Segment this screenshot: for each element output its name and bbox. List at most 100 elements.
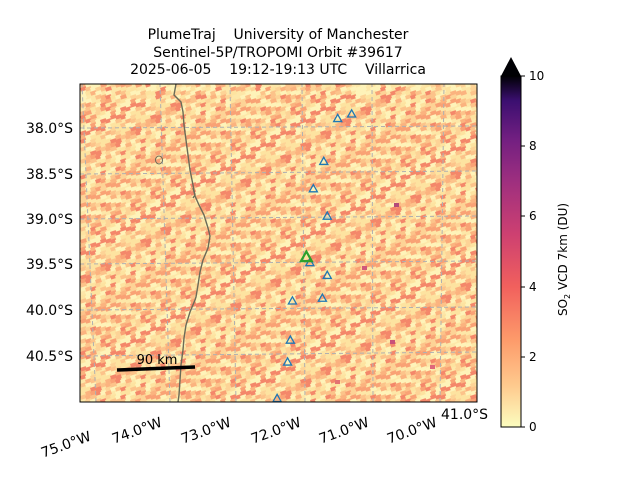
heatmap-cell: [260, 122, 267, 128]
heatmap-cell: [355, 158, 362, 164]
heatmap-cell: [354, 174, 362, 180]
heatmap-cell: [470, 90, 477, 96]
heatmap-cell: [245, 122, 252, 128]
heatmap-cell: [394, 134, 402, 140]
heatmap-cell: [360, 150, 367, 156]
heatmap-cell: [200, 146, 207, 152]
heatmap-cell: [260, 178, 267, 184]
heatmap-cell: [464, 98, 472, 104]
heatmap-cell: [390, 84, 397, 88]
heatmap-cell: [400, 146, 407, 152]
heatmap-cell: [210, 122, 217, 128]
heatmap-cell: [370, 162, 377, 168]
heatmap-cell: [190, 154, 197, 160]
heatmap-cell: [455, 90, 462, 96]
heatmap-cell: [170, 114, 177, 120]
heatmap-cell: [340, 130, 347, 136]
heatmap-cell: [89, 162, 97, 168]
heatmap-cell: [180, 146, 187, 152]
heatmap-cell: [235, 102, 242, 108]
heatmap-cell: [385, 138, 392, 144]
heatmap-cell: [250, 98, 257, 104]
heatmap-cell: [165, 186, 172, 192]
heatmap-cell: [140, 182, 147, 188]
heatmap-cell: [124, 90, 132, 96]
heatmap-cell: [445, 94, 452, 100]
heatmap-cell: [410, 138, 417, 144]
heatmap-cell: [284, 86, 292, 92]
heatmap-cell: [320, 142, 327, 148]
heatmap-cell: [340, 86, 347, 92]
heatmap-cell: [435, 142, 442, 148]
heatmap-cell: [330, 126, 337, 132]
heatmap-cell: [325, 134, 332, 140]
heatmap-cell: [124, 178, 132, 184]
heatmap-cell: [290, 150, 297, 156]
heatmap-cell: [155, 150, 162, 156]
heatmap-cell: [300, 154, 307, 160]
heatmap-cell: [385, 130, 392, 136]
heatmap-cell: [94, 186, 102, 192]
heatmap-cell: [350, 174, 357, 180]
heatmap-cell: [374, 138, 382, 144]
heatmap-cell: [124, 84, 132, 88]
heatmap-cell: [195, 94, 202, 100]
heatmap-cell: [155, 118, 162, 124]
heatmap-cell: [245, 182, 252, 188]
heatmap-cell: [230, 110, 237, 116]
heatmap-cell: [350, 86, 357, 92]
heatmap-cell: [130, 170, 137, 176]
heatmap-cell: [220, 134, 227, 140]
heatmap-cell: [195, 134, 202, 140]
heatmap-cell: [374, 162, 382, 168]
heatmap-cell: [460, 84, 467, 88]
heatmap-cell: [280, 110, 287, 116]
heatmap-cell: [280, 98, 287, 104]
heatmap-cell: [285, 158, 292, 164]
heatmap-cell: [100, 146, 107, 152]
title-line-1: PlumeTraj University of Manchester: [147, 27, 409, 43]
heatmap-cell: [245, 106, 252, 112]
heatmap-cell: [400, 182, 407, 188]
heatmap-cell: [280, 166, 287, 172]
heatmap-cell: [344, 84, 352, 88]
heatmap-cell: [325, 90, 332, 96]
heatmap-cell: [385, 146, 392, 152]
heatmap-cell: [334, 162, 342, 168]
heatmap-cell: [475, 84, 477, 88]
heatmap-cell: [365, 142, 372, 148]
heatmap-cell: [460, 166, 467, 172]
heatmap-cell: [195, 142, 202, 148]
heatmap-cell: [305, 146, 312, 152]
heatmap-cell: [455, 130, 462, 136]
heatmap-cell: [405, 126, 412, 132]
heatmap-cell: [270, 162, 277, 168]
heatmap-cell: [100, 86, 107, 92]
heatmap-cell: [114, 174, 122, 180]
heatmap-cell: [315, 182, 322, 188]
heatmap-cell: [200, 158, 207, 164]
heatmap-cell: [440, 84, 447, 88]
heatmap-cell: [414, 138, 422, 144]
heatmap-cell: [370, 174, 377, 180]
heatmap-cell: [285, 114, 292, 120]
heatmap-cell: [420, 114, 427, 120]
heatmap-cell: [454, 174, 462, 180]
heatmap-cell: [240, 122, 247, 128]
heatmap-cell: [225, 134, 232, 140]
heatmap-cell: [265, 110, 272, 116]
heatmap-cell: [454, 98, 462, 104]
heatmap-cell: [140, 122, 147, 128]
heatmap-cell: [434, 126, 442, 132]
heatmap-cell: [135, 84, 142, 88]
heatmap-cell: [464, 84, 472, 88]
heatmap-cell: [140, 170, 147, 176]
heatmap-cell: [200, 84, 207, 88]
heatmap-cell: [235, 118, 242, 124]
heatmap-cell: [364, 150, 372, 156]
heatmap-cell: [175, 106, 182, 112]
heatmap-cell: [240, 110, 247, 116]
heatmap-cell: [434, 110, 442, 116]
heatmap-cell: [340, 182, 347, 188]
